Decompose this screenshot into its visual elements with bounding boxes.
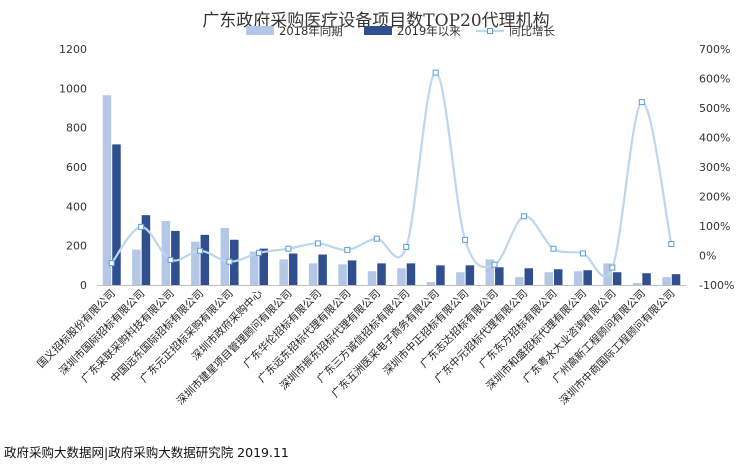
growth-marker (432, 69, 439, 76)
bar-2018 (279, 259, 288, 285)
y2-tick-label: 200% (699, 191, 730, 204)
growth-marker (285, 245, 292, 252)
growth-marker (138, 223, 145, 230)
bar-2019 (495, 267, 504, 285)
growth-marker (638, 99, 645, 106)
growth-marker (255, 249, 262, 256)
y2-tick-label: 600% (699, 73, 730, 86)
bar-2018 (544, 272, 553, 285)
bar-2018 (338, 264, 347, 285)
bar-2018 (515, 277, 524, 285)
y2-tick-label: 400% (699, 132, 730, 145)
legend-label: 2018年同期 (279, 24, 343, 38)
y-tick-label: 0 (80, 279, 87, 292)
legend-label: 2019年以来 (397, 24, 461, 38)
growth-marker (609, 264, 616, 271)
growth-marker (108, 260, 115, 267)
y2-tick-label: 500% (699, 102, 730, 115)
bar-2018 (662, 277, 671, 285)
bar-2018 (308, 263, 318, 285)
y-tick-label: 400 (66, 200, 87, 213)
bar-2018 (132, 249, 141, 285)
bar-2018 (456, 272, 465, 285)
bar-2018 (191, 241, 200, 285)
bar-2019 (612, 272, 622, 285)
growth-marker (462, 236, 469, 243)
y-tick-label: 200 (66, 240, 87, 253)
bar-2018 (249, 251, 259, 285)
bar-2019 (406, 263, 416, 285)
bar-2019 (642, 273, 651, 285)
legend-swatch (364, 26, 392, 35)
y-tick-label: 1000 (59, 82, 87, 95)
bar-2019 (112, 144, 121, 285)
y2-tick-label: 300% (699, 161, 730, 174)
legend-swatch (246, 26, 274, 35)
growth-marker (226, 258, 233, 265)
growth-marker (373, 235, 380, 242)
source-footer: 政府采购大数据网|政府采购大数据研究院 2019.11 (4, 445, 289, 460)
bar-2019 (671, 274, 681, 285)
bar-2019 (465, 265, 475, 285)
growth-marker (344, 246, 351, 253)
bar-2019 (141, 215, 151, 285)
growth-marker (197, 247, 204, 254)
y2-tick-label: 0% (699, 250, 716, 263)
bar-2019 (171, 230, 180, 285)
bar-2018 (367, 271, 377, 285)
bar-2018 (161, 221, 171, 285)
y2-tick-label: 700% (699, 43, 730, 56)
bar-2018 (632, 283, 642, 285)
bar-2018 (220, 227, 230, 285)
y-tick-label: 1200 (59, 43, 87, 56)
bar-2019 (524, 268, 534, 285)
bar-2019 (200, 234, 210, 285)
y2-tick-label: 100% (699, 220, 730, 233)
bar-2019 (230, 239, 239, 285)
legend-line-marker (487, 28, 493, 34)
growth-marker (550, 245, 557, 252)
growth-marker (579, 250, 586, 257)
bar-2018 (485, 259, 495, 285)
bar-2019 (318, 254, 327, 285)
bar-2018 (397, 268, 406, 285)
bar-2018 (426, 282, 436, 285)
bar-2019 (583, 270, 592, 285)
y-tick-label: 800 (66, 122, 87, 135)
y2-tick-label: -100% (699, 279, 734, 292)
y-tick-label: 600 (66, 161, 87, 174)
growth-line (110, 71, 673, 278)
growth-marker (668, 240, 675, 247)
bar-2019 (377, 263, 386, 285)
growth-marker (167, 256, 174, 263)
growth-marker (521, 213, 528, 220)
growth-marker (403, 243, 410, 250)
bar-2019 (553, 269, 563, 285)
legend-label: 同比增长 (509, 24, 555, 38)
chart-title: 广东政府采购医疗设备项目数TOP20代理机构 (202, 11, 550, 31)
growth-marker (491, 261, 498, 268)
bar-2019 (347, 260, 357, 285)
bar-2018 (573, 271, 583, 285)
bar-2019 (288, 253, 298, 285)
bar-2018 (102, 95, 112, 285)
bar-2019 (259, 248, 268, 285)
growth-marker (314, 240, 321, 247)
bar-2019 (436, 265, 445, 285)
